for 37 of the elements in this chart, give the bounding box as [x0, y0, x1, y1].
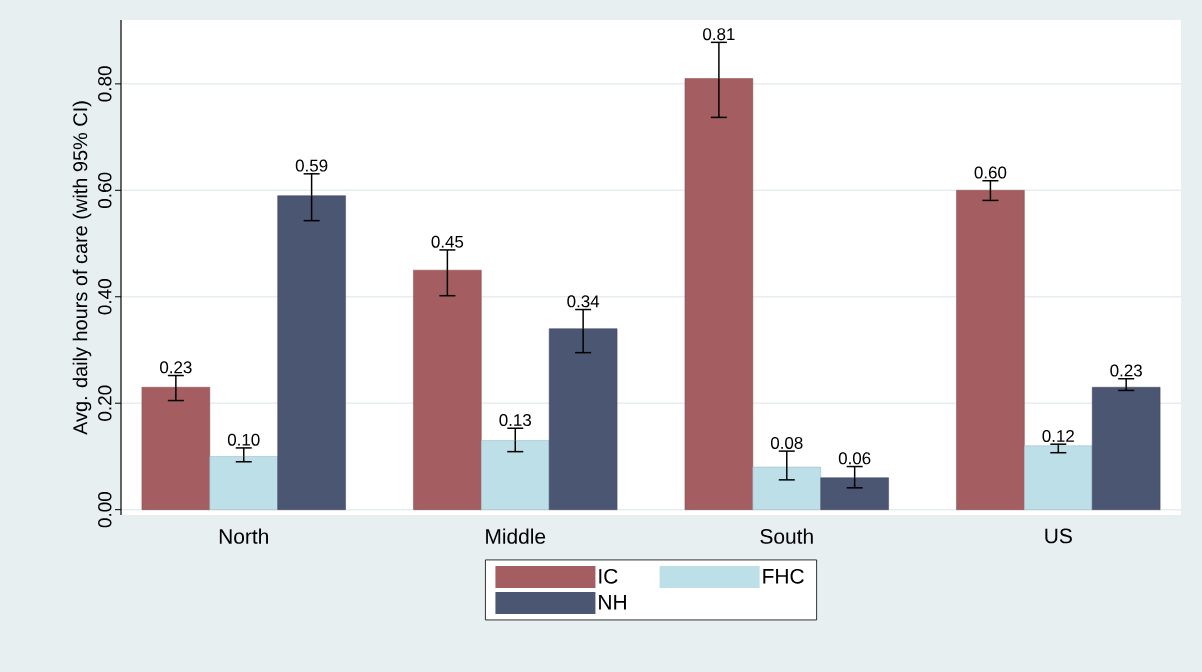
data-label: 0.59 — [295, 159, 328, 172]
x-tick-label: South — [760, 528, 813, 544]
data-label: 0.10 — [227, 433, 260, 446]
legend-label: NH — [599, 594, 626, 610]
data-label: 0.13 — [499, 414, 531, 427]
data-label: 0.45 — [431, 235, 464, 248]
bar — [413, 269, 482, 510]
data-label: 0.12 — [1042, 430, 1074, 442]
data-label: 0.08 — [770, 436, 803, 449]
y-tick-label: 0.80 — [98, 66, 112, 102]
bar — [956, 190, 1025, 510]
data-label: 0.06 — [838, 452, 871, 465]
bar — [820, 477, 889, 510]
data-label: 0.23 — [160, 361, 192, 374]
bar — [548, 328, 618, 510]
bar — [684, 78, 754, 510]
data-label: 0.23 — [1110, 364, 1142, 377]
bar — [141, 387, 211, 510]
y-tick-label: 0.60 — [98, 172, 112, 208]
data-label: 0.60 — [974, 166, 1007, 179]
y-tick-label: 0.00 — [98, 491, 112, 528]
data-label: 0.81 — [703, 28, 735, 41]
y-tick-label: 0.20 — [98, 385, 112, 421]
bar — [209, 456, 278, 510]
x-tick-label: Middle — [486, 528, 546, 544]
y-tick-label: 0.40 — [98, 279, 112, 315]
bar — [1024, 445, 1093, 510]
bar — [1091, 387, 1161, 510]
bar — [277, 195, 346, 510]
data-label: 0.34 — [567, 295, 600, 308]
x-tick-label: US — [1045, 528, 1072, 544]
legend-label: IC — [599, 568, 618, 584]
legend-label: FHC — [763, 568, 804, 584]
bar — [752, 466, 821, 510]
y-axis-title: Avg. daily hours of care (with 95% CI) — [72, 101, 92, 435]
x-tick-label: North — [219, 528, 268, 544]
bar — [481, 440, 550, 510]
